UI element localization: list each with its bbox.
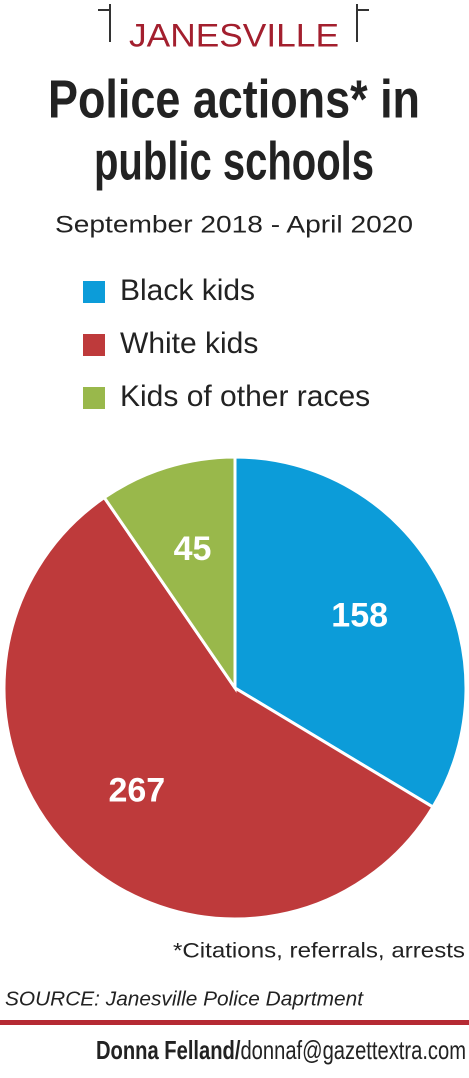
legend-swatch [83, 334, 105, 356]
kicker: JANESVILLE [129, 17, 339, 53]
data-label: 158 [331, 596, 388, 634]
legend: Black kids White kids Kids of other races [83, 274, 370, 413]
legend-swatch [83, 387, 105, 409]
credit: Donna Felland/donnaf@gazettextra.com [96, 1035, 466, 1065]
rule [0, 1020, 469, 1025]
subtitle: September 2018 - April 2020 [55, 211, 413, 238]
chart-title: Police actions* in [48, 69, 420, 129]
footnote: *Citations, referrals, arrests [173, 940, 465, 963]
legend-label: White kids [120, 327, 258, 360]
credit-name: Donna Felland/ [96, 1035, 240, 1065]
pie-slice [2, 495, 436, 921]
pie-slice [233, 455, 468, 810]
source: SOURCE: Janesville Police Daprtment [5, 988, 364, 1010]
chart-title: public schools [94, 131, 374, 191]
pie-slice [102, 455, 237, 693]
legend-swatch [83, 281, 105, 303]
legend-label: Black kids [120, 274, 255, 307]
data-label: 267 [108, 771, 165, 809]
pie: 158 267 45 [2, 455, 468, 921]
legend-label: Kids of other races [120, 380, 370, 413]
credit-email: donnaf@gazettextra.com [240, 1035, 466, 1065]
data-label: 45 [174, 530, 212, 568]
